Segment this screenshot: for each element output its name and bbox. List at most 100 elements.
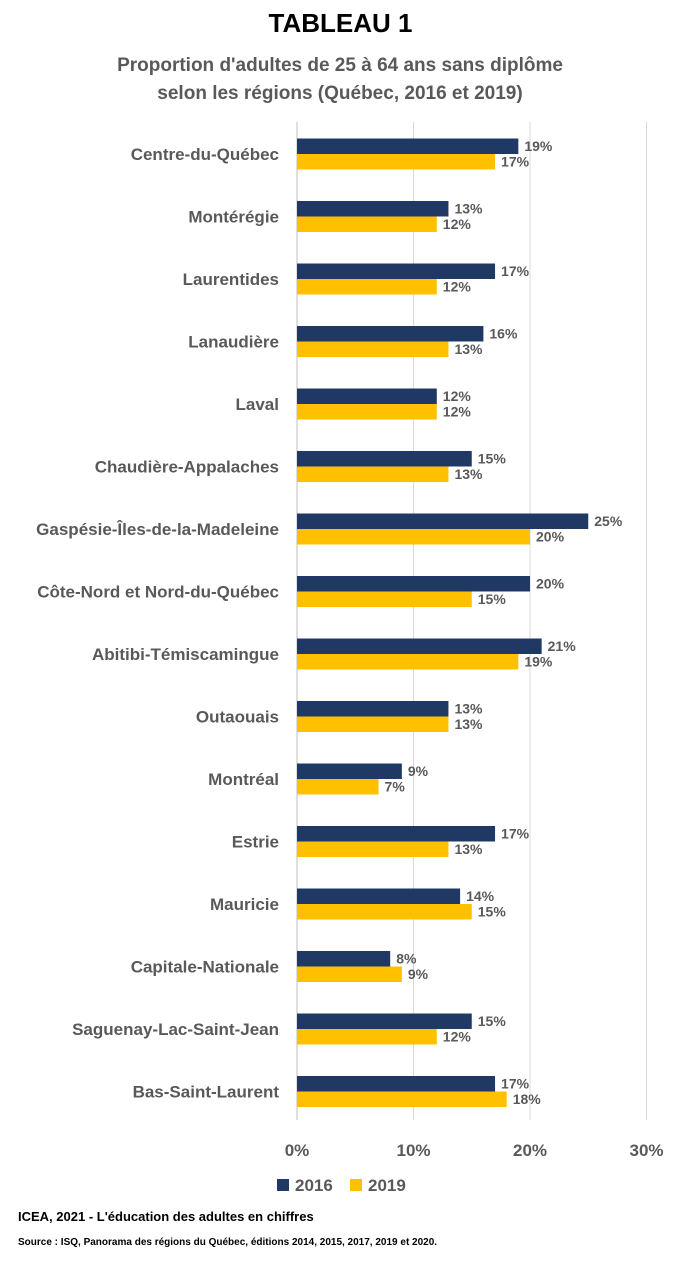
category-label: Côte-Nord et Nord-du-Québec <box>37 583 279 602</box>
value-label-2019: 13% <box>454 341 483 357</box>
category-label: Laurentides <box>183 270 279 289</box>
value-label-2019: 17% <box>501 154 530 170</box>
value-label-2019: 12% <box>443 404 472 420</box>
bar-2019 <box>297 904 472 920</box>
bar-2019 <box>297 279 437 295</box>
value-label-2016: 17% <box>501 263 530 279</box>
value-labels: 19%17%13%12%17%12%16%13%12%12%15%13%25%2… <box>385 138 623 1107</box>
bar-2019 <box>297 1029 437 1045</box>
value-label-2016: 9% <box>408 763 429 779</box>
value-label-2016: 12% <box>443 388 472 404</box>
bar-2016 <box>297 451 472 467</box>
value-label-2016: 16% <box>489 326 518 342</box>
x-tick-label: 20% <box>513 1141 547 1160</box>
legend-swatch-2019 <box>350 1179 362 1191</box>
bar-2016 <box>297 763 402 779</box>
bar-2016 <box>297 951 391 967</box>
value-label-2016: 17% <box>501 826 530 842</box>
bar-2019 <box>297 841 449 857</box>
chart-title: TABLEAU 1 <box>268 8 413 38</box>
bar-2019 <box>297 1091 507 1107</box>
value-label-2019: 12% <box>443 279 472 295</box>
legend-label-2016: 2016 <box>295 1176 333 1195</box>
bar-2016 <box>297 513 589 529</box>
x-axis-tick-labels: 0% 10% 20% 30% <box>285 1141 664 1160</box>
bar-2019 <box>297 466 449 482</box>
value-label-2016: 17% <box>501 1076 530 1092</box>
legend-label-2019: 2019 <box>368 1176 406 1195</box>
legend: 2016 2019 <box>277 1176 406 1195</box>
category-label: Bas-Saint-Laurent <box>133 1083 280 1102</box>
value-label-2019: 13% <box>454 466 483 482</box>
value-label-2019: 19% <box>524 654 553 670</box>
bar-2019 <box>297 591 472 607</box>
subtitle-line-1: Proportion d'adultes de 25 à 64 ans sans… <box>117 55 563 76</box>
category-label: Lanaudière <box>188 333 279 352</box>
category-label: Chaudière-Appalaches <box>95 458 279 477</box>
x-tick-label: 10% <box>396 1141 430 1160</box>
category-label: Saguenay-Lac-Saint-Jean <box>72 1020 279 1039</box>
bar-2019 <box>297 154 496 170</box>
value-label-2019: 9% <box>408 966 429 982</box>
bar-2016 <box>297 263 496 279</box>
value-label-2016: 13% <box>454 701 483 717</box>
value-label-2016: 21% <box>548 638 577 654</box>
category-label: Mauricie <box>210 895 279 914</box>
value-label-2019: 18% <box>513 1091 542 1107</box>
category-label: Abitibi-Témiscamingue <box>92 645 279 664</box>
bar-2019 <box>297 529 530 545</box>
bar-2016 <box>297 576 530 592</box>
category-label: Montréal <box>208 770 279 789</box>
value-label-2019: 12% <box>443 1029 472 1045</box>
bar-2016 <box>297 388 437 404</box>
bar-2019 <box>297 216 437 232</box>
category-label: Centre-du-Québec <box>131 145 279 164</box>
bar-2019 <box>297 716 449 732</box>
chart-subtitle: Proportion d'adultes de 25 à 64 ans sans… <box>40 52 640 108</box>
bar-2016 <box>297 888 461 904</box>
value-label-2016: 19% <box>524 138 553 154</box>
subtitle-line-2: selon les régions (Québec, 2016 et 2019) <box>157 83 523 104</box>
bar-2016 <box>297 201 449 217</box>
category-label: Outaouais <box>196 708 279 727</box>
category-label: Capitale-Nationale <box>131 958 279 977</box>
value-label-2016: 25% <box>594 513 623 529</box>
x-tick-label: 0% <box>285 1141 310 1160</box>
bar-2019 <box>297 404 437 420</box>
bar-2016 <box>297 826 496 842</box>
value-label-2019: 15% <box>478 591 507 607</box>
category-label: Laval <box>236 395 279 414</box>
bar-2019 <box>297 654 519 670</box>
category-label: Montérégie <box>188 208 279 227</box>
value-label-2016: 8% <box>396 951 417 967</box>
bar-2019 <box>297 341 449 357</box>
category-labels: Centre-du-Québec Montérégie Laurentides Lan… <box>36 145 279 1102</box>
bar-2016 <box>297 1076 496 1092</box>
category-label: Gaspésie-Îles-de-la-Madeleine <box>36 520 279 539</box>
bar-2016 <box>297 1013 472 1029</box>
bar-2019 <box>297 779 379 795</box>
bar-2016 <box>297 326 484 342</box>
value-label-2016: 20% <box>536 576 565 592</box>
footer-credit: ICEA, 2021 - L'éducation des adultes en … <box>18 1209 314 1224</box>
bar-2016 <box>297 701 449 717</box>
value-label-2016: 13% <box>454 201 483 217</box>
bar-2016 <box>297 138 519 154</box>
x-tick-label: 30% <box>629 1141 663 1160</box>
bars <box>297 138 589 1107</box>
bar-2016 <box>297 638 542 654</box>
value-label-2016: 15% <box>478 1013 507 1029</box>
value-label-2019: 12% <box>443 216 472 232</box>
value-label-2019: 7% <box>385 779 406 795</box>
legend-swatch-2016 <box>277 1179 289 1191</box>
value-label-2019: 13% <box>454 716 483 732</box>
value-label-2019: 20% <box>536 529 565 545</box>
value-label-2016: 15% <box>478 451 507 467</box>
category-label: Estrie <box>232 833 279 852</box>
footer-source: Source : ISQ, Panorama des régions du Qu… <box>18 1237 438 1248</box>
value-label-2019: 13% <box>454 841 483 857</box>
value-label-2019: 15% <box>478 904 507 920</box>
value-label-2016: 14% <box>466 888 495 904</box>
bar-2019 <box>297 966 402 982</box>
